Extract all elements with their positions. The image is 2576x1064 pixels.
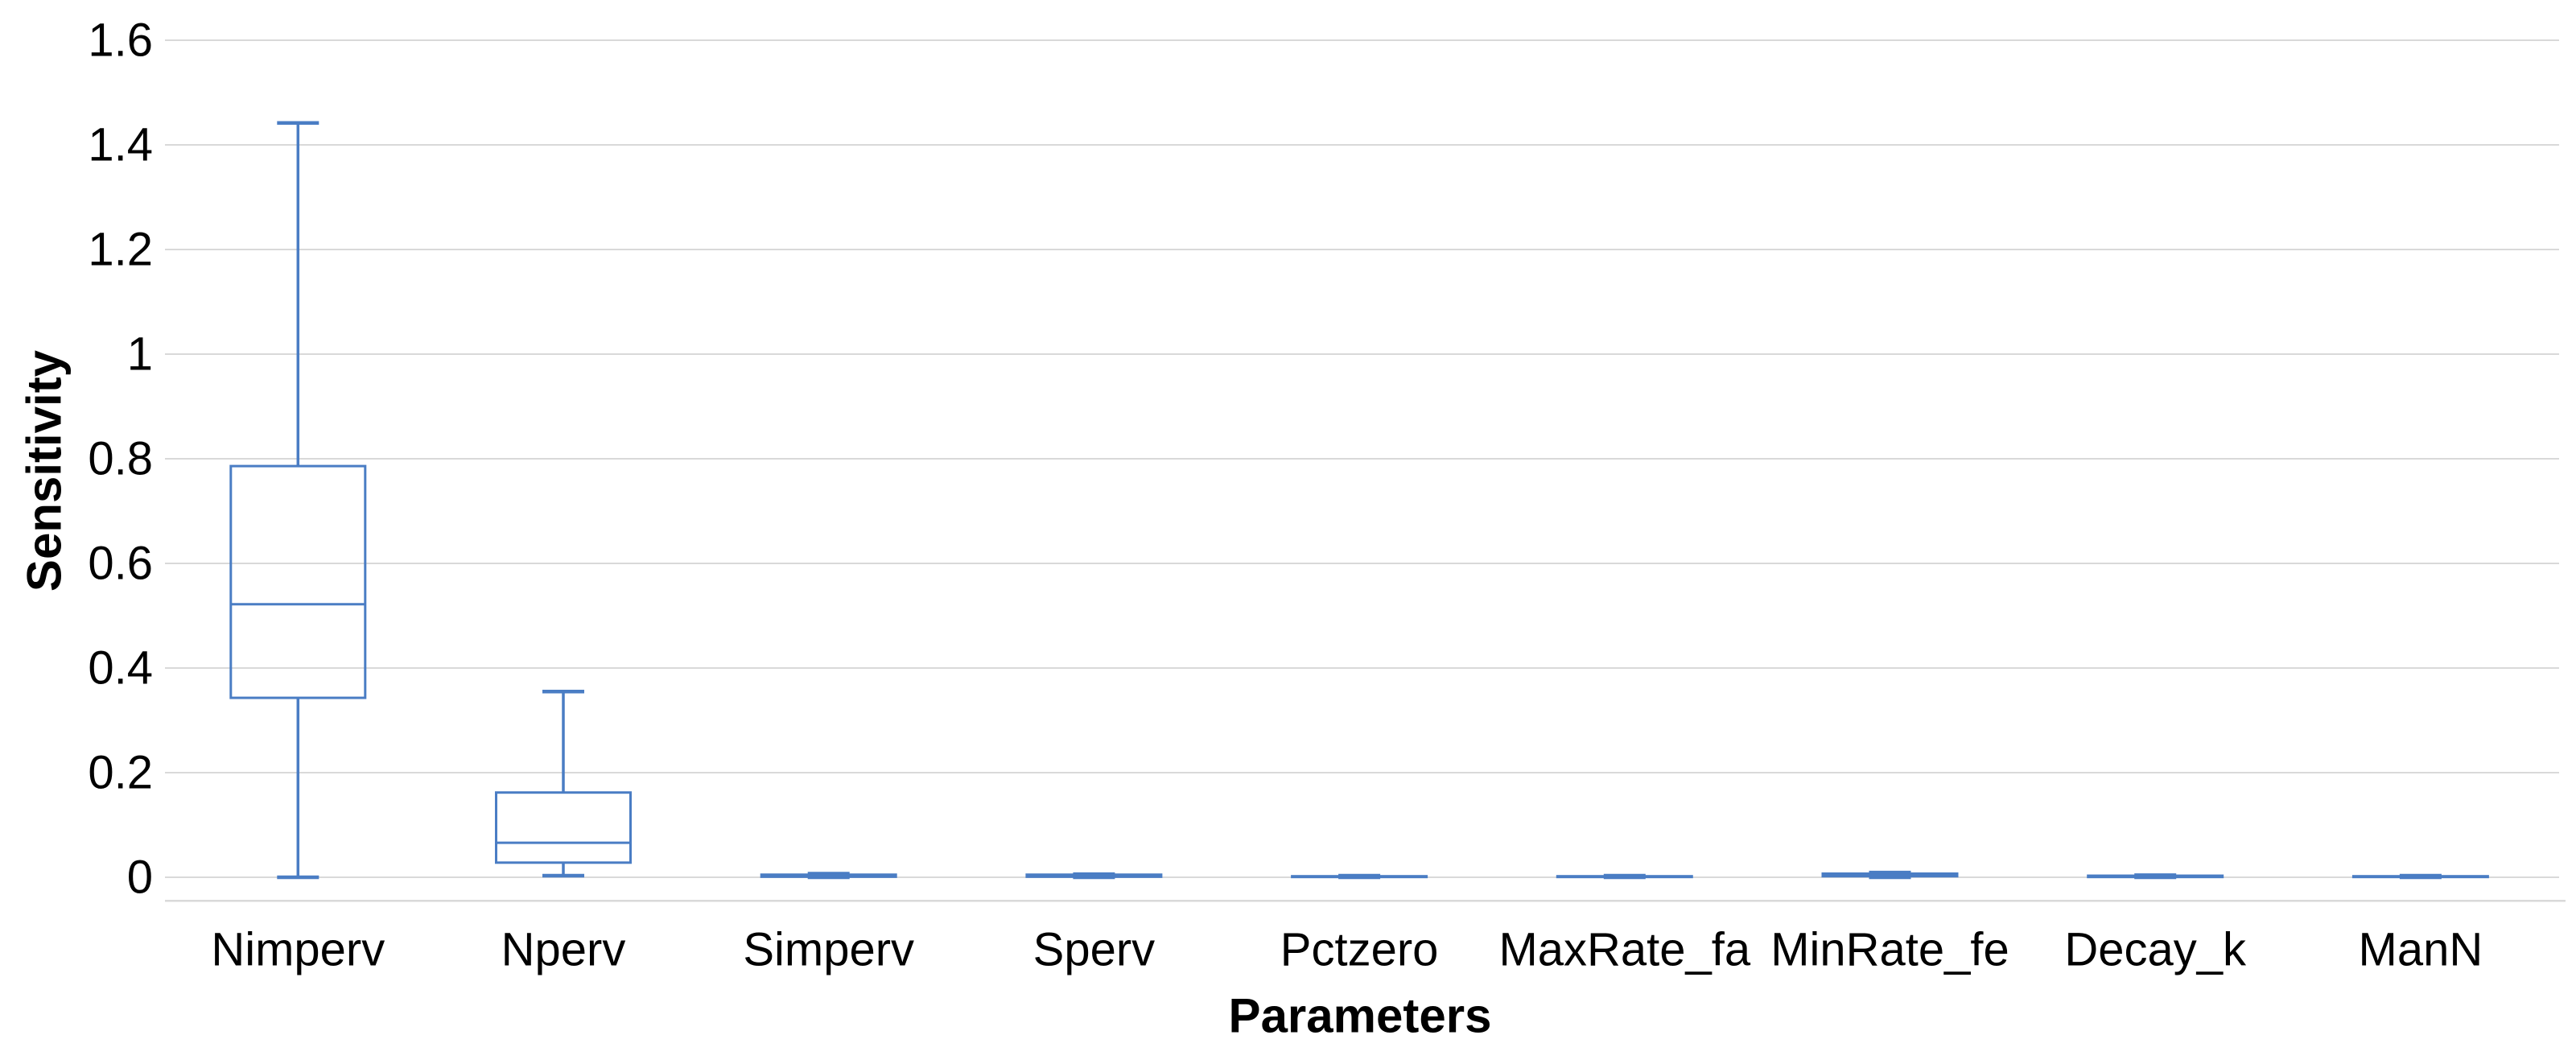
x-category-label: Sperv — [1033, 924, 1156, 976]
y-tick-label: 0.8 — [88, 433, 153, 485]
iqr-box — [495, 791, 632, 864]
x-category-label: Nimperv — [211, 924, 385, 976]
y-tick-label: 1.4 — [88, 119, 153, 171]
y-axis-title: Sensitivity — [17, 349, 72, 592]
x-category-label: ManN — [2359, 924, 2483, 976]
y-tick-label: 1 — [127, 328, 153, 381]
x-category-label: MinRate_fe — [1770, 924, 2009, 976]
x-category-label: Nperv — [501, 924, 626, 976]
y-tick-label: 0 — [127, 852, 153, 904]
y-tick-label: 0.6 — [88, 538, 153, 590]
y-tick-label: 0.2 — [88, 747, 153, 799]
x-category-label: MaxRate_fa — [1498, 924, 1750, 976]
y-tick-label: 0.4 — [88, 642, 153, 695]
x-category-label: Decay_k — [2064, 924, 2247, 976]
y-tick-label: 1.2 — [88, 224, 153, 276]
iqr-box — [229, 464, 367, 699]
x-category-label: Pctzero — [1280, 924, 1439, 976]
y-tick-label: 1.6 — [88, 14, 153, 67]
x-axis-title: Parameters — [1228, 988, 1492, 1043]
x-category-label: Simperv — [743, 924, 914, 976]
